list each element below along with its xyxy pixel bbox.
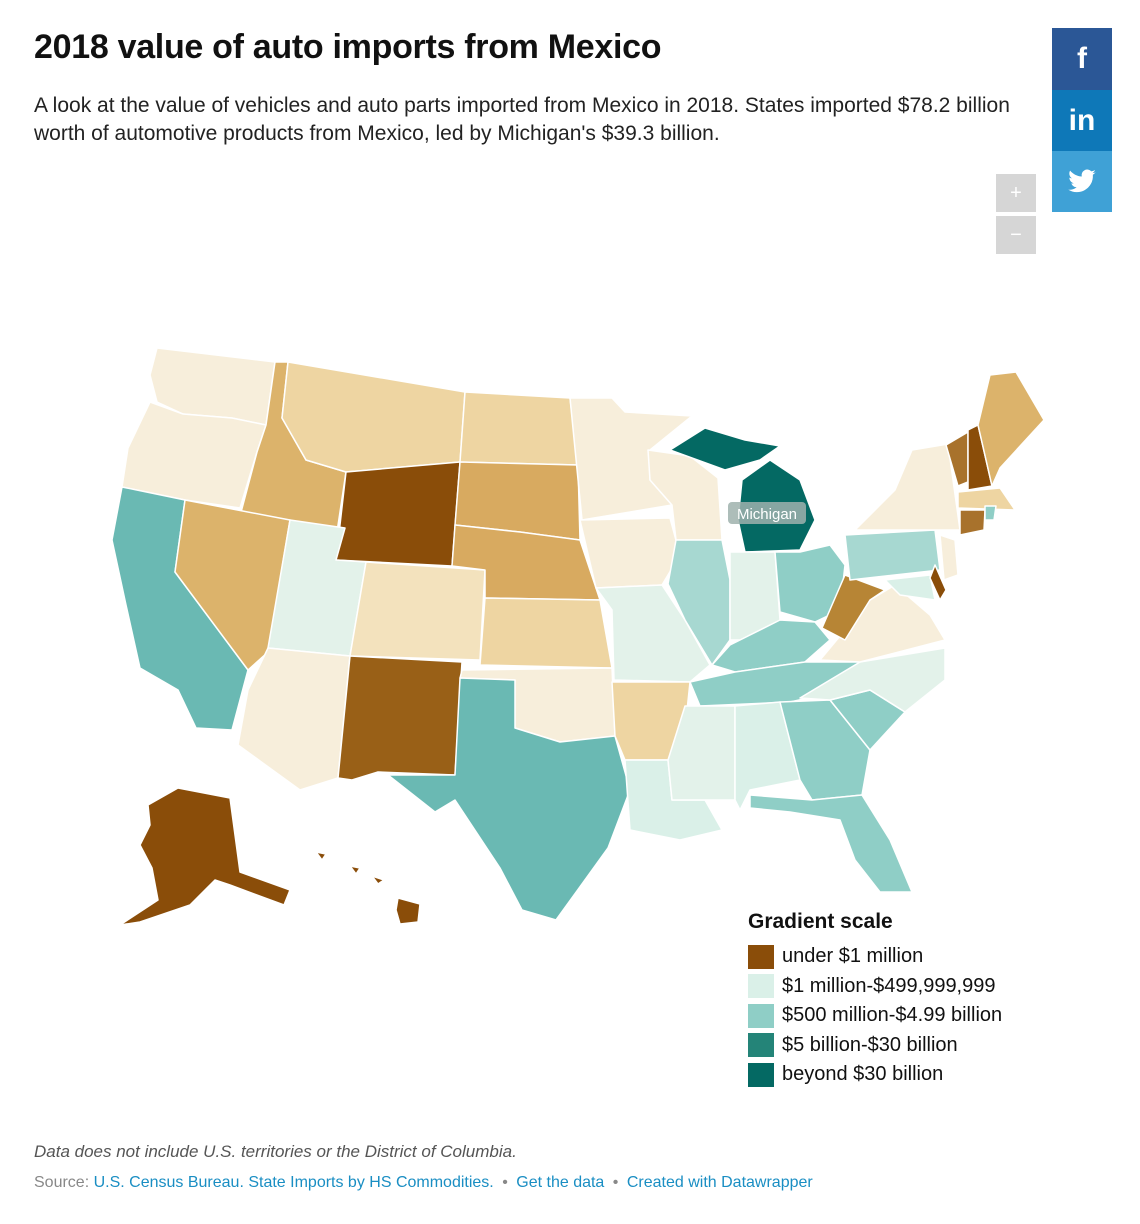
legend-swatch: [748, 1003, 774, 1028]
source-prefix: Source:: [34, 1174, 94, 1191]
separator: •: [612, 1174, 619, 1191]
legend-swatch: [748, 944, 774, 969]
state-kansas[interactable]: [479, 597, 613, 669]
state-iowa[interactable]: [579, 517, 681, 589]
linkedin-share-button[interactable]: in: [1052, 90, 1112, 151]
facebook-share-button[interactable]: f: [1052, 28, 1112, 90]
facebook-icon: f: [1077, 42, 1087, 75]
datawrapper-credit-link[interactable]: Created with Datawrapper: [626, 1174, 813, 1191]
legend-label: under $1 million: [782, 945, 924, 968]
legend: Gradient scale under $1 million $1 milli…: [748, 910, 1002, 1090]
get-data-link[interactable]: Get the data: [516, 1174, 605, 1191]
state-maryland[interactable]: [884, 574, 936, 601]
legend-item: under $1 million: [748, 942, 1002, 972]
legend-label: $1 million-$499,999,999: [782, 974, 996, 997]
linkedin-icon: in: [1068, 104, 1096, 137]
legend-item: $500 million-$4.99 billion: [748, 1001, 1002, 1031]
state-michigan-upper[interactable]: [669, 427, 781, 471]
state-rhode-island[interactable]: [984, 505, 997, 521]
chart-description: A look at the value of vehicles and auto…: [34, 94, 1010, 145]
state-west-virginia[interactable]: [821, 574, 886, 641]
state-north-dakota[interactable]: [459, 391, 579, 466]
state-texas[interactable]: [387, 677, 631, 921]
source-line: Source: U.S. Census Bureau. State Import…: [34, 1174, 813, 1192]
zoom-out-button[interactable]: −: [996, 216, 1036, 254]
zoom-controls: + −: [996, 174, 1036, 258]
state-maine[interactable]: [977, 371, 1045, 487]
zoom-in-button[interactable]: +: [996, 174, 1036, 212]
footnote: Data does not include U.S. territories o…: [34, 1142, 517, 1161]
michigan-label-text: Michigan: [737, 506, 797, 523]
legend-swatch: [748, 974, 774, 999]
state-new-york[interactable]: [854, 443, 961, 531]
state-nevada[interactable]: [174, 499, 291, 671]
state-florida[interactable]: [749, 794, 913, 893]
legend-item: $1 million-$499,999,999: [748, 972, 1002, 1002]
state-pennsylvania[interactable]: [844, 529, 941, 581]
state-delaware[interactable]: [929, 564, 947, 601]
state-connecticut[interactable]: [959, 509, 986, 536]
source-link[interactable]: U.S. Census Bureau. State Imports by HS …: [93, 1174, 494, 1191]
state-oregon[interactable]: [121, 401, 267, 509]
legend-title: Gradient scale: [748, 910, 893, 933]
state-alaska[interactable]: [119, 787, 291, 926]
state-hawaii[interactable]: [315, 851, 421, 925]
state-north-carolina[interactable]: [799, 647, 946, 713]
legend-item: beyond $30 billion: [748, 1060, 1002, 1090]
state-new-jersey[interactable]: [939, 534, 959, 581]
state-illinois[interactable]: [667, 539, 731, 666]
share-bar: f in: [1052, 28, 1112, 212]
michigan-label: Michigan: [728, 502, 806, 524]
state-montana[interactable]: [281, 361, 466, 473]
twitter-icon: [1068, 169, 1096, 193]
legend-label: beyond $30 billion: [782, 1063, 944, 1086]
state-wyoming[interactable]: [335, 461, 461, 567]
legend-label: $500 million-$4.99 billion: [782, 1004, 1003, 1027]
separator: •: [502, 1174, 508, 1191]
state-new-mexico[interactable]: [337, 655, 463, 781]
legend-item: $5 billion-$30 billion: [748, 1031, 1002, 1061]
state-colorado[interactable]: [349, 561, 486, 661]
state-arizona[interactable]: [237, 647, 351, 791]
state-massachusetts[interactable]: [957, 487, 1016, 511]
state-missouri[interactable]: [595, 584, 711, 683]
us-state-map: Michigan: [111, 347, 1045, 926]
chart-title: 2018 value of auto imports from Mexico: [34, 28, 662, 66]
legend-label: $5 billion-$30 billion: [782, 1033, 958, 1056]
twitter-share-button[interactable]: [1052, 151, 1112, 212]
legend-swatch: [748, 1062, 774, 1087]
legend-swatch: [748, 1033, 774, 1058]
